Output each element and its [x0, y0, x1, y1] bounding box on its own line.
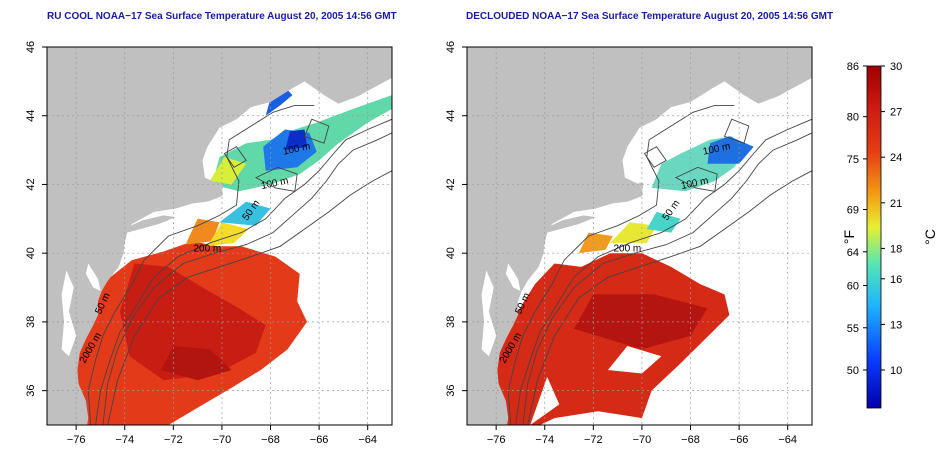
x-tick-label: −76: [487, 434, 506, 446]
left-panel-title: RU COOL NOAA−17 Sea Surface Temperature …: [47, 11, 397, 22]
x-tick-label: −68: [261, 434, 280, 446]
y-tick-label: 38: [25, 316, 37, 328]
y-tick-label: 36: [445, 385, 457, 397]
y-tick-label: 46: [445, 41, 457, 53]
x-tick-label: −74: [535, 434, 554, 446]
x-tick-label: −66: [730, 434, 749, 446]
y-tick-label: 40: [25, 247, 37, 259]
temperature-colorbar: 86 80 75 69 64 60 55 50 30 27 24 21 18 16 13 10 °F °C: [841, 61, 938, 409]
fahrenheit-tick-label: 69: [847, 205, 859, 217]
y-tick-label: 38: [445, 316, 457, 328]
fahrenheit-tick-label: 80: [847, 112, 859, 124]
x-tick-label: −70: [633, 434, 652, 446]
map-frame: [46, 46, 393, 426]
y-tick-label: 44: [445, 110, 457, 122]
map-grid: [47, 47, 392, 425]
celsius-tick-label: 27: [890, 107, 902, 119]
celsius-axis-label: °C: [922, 229, 938, 245]
celsius-tick-label: 24: [890, 152, 902, 164]
y-tick-label: 44: [25, 110, 37, 122]
fahrenheit-tick-label: 60: [847, 281, 859, 293]
land-mass: [467, 47, 812, 425]
x-tick-label: −72: [584, 434, 603, 446]
colorbar-gradient: [866, 65, 882, 409]
celsius-tick-label: 21: [890, 198, 902, 210]
x-tick-label: −74: [115, 434, 134, 446]
fahrenheit-tick-label: 50: [847, 365, 859, 377]
contour-label: 200 m: [193, 243, 221, 254]
y-tick-label: 40: [445, 247, 457, 259]
fahrenheit-tick-label: 64: [847, 247, 859, 259]
celsius-tick-label: 10: [890, 365, 902, 377]
y-tick-label: 46: [25, 41, 37, 53]
y-tick-label: 36: [25, 385, 37, 397]
x-tick-label: −72: [164, 434, 183, 446]
x-tick-label: −70: [213, 434, 232, 446]
fahrenheit-axis-label: °F: [841, 230, 857, 244]
y-tick-label: 42: [445, 178, 457, 190]
map-frame: [466, 46, 813, 426]
x-tick-label: −64: [358, 434, 377, 446]
land-mass: [47, 47, 392, 425]
x-tick-label: −68: [681, 434, 700, 446]
x-tick-label: −66: [310, 434, 329, 446]
celsius-tick-label: 30: [890, 61, 902, 73]
fahrenheit-tick-label: 86: [847, 61, 859, 73]
fahrenheit-tick-label: 55: [847, 323, 859, 335]
celsius-tick-label: 16: [890, 274, 902, 286]
x-tick-label: −76: [67, 434, 86, 446]
right-panel-title: DECLOUDED NOAA−17 Sea Surface Temperatur…: [466, 11, 834, 22]
map-grid: [467, 47, 812, 425]
celsius-tick-label: 13: [890, 319, 902, 331]
contour-label: 200 m: [613, 243, 641, 254]
fahrenheit-tick-label: 75: [847, 154, 859, 166]
celsius-tick-label: 18: [890, 243, 902, 255]
x-tick-label: −64: [778, 434, 797, 446]
y-tick-label: 42: [25, 178, 37, 190]
